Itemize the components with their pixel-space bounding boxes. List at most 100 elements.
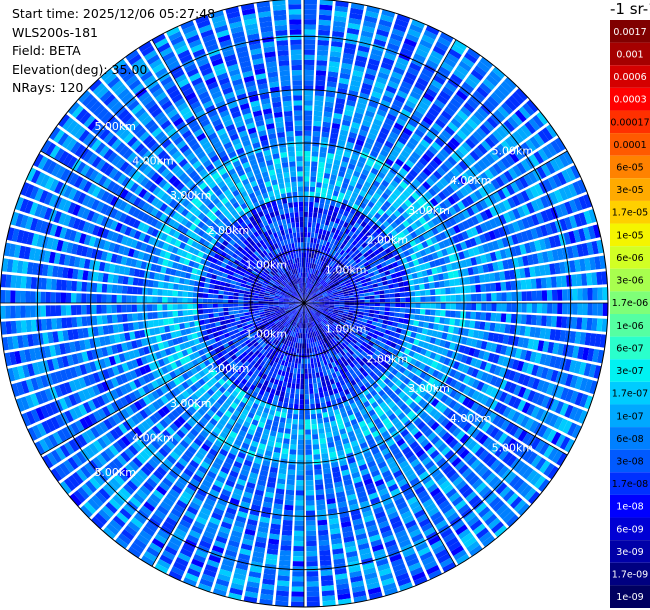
beta-cell <box>546 142 558 157</box>
beta-cell <box>187 482 198 492</box>
beta-cell <box>81 431 92 444</box>
beta-cell <box>333 558 346 565</box>
beta-cell <box>395 158 404 167</box>
beta-cell <box>389 553 403 563</box>
beta-cell <box>128 460 140 472</box>
beta-cell <box>296 348 300 354</box>
beta-cell <box>388 205 397 213</box>
beta-cell <box>343 479 353 486</box>
beta-cell <box>380 250 387 257</box>
beta-cell <box>190 367 198 375</box>
beta-cell <box>425 87 438 98</box>
beta-cell <box>304 80 314 86</box>
beta-cell <box>305 485 314 491</box>
beta-cell <box>310 166 318 172</box>
beta-cell <box>434 281 440 288</box>
beta-cell <box>369 95 381 104</box>
beta-cell <box>326 152 335 159</box>
beta-cell <box>362 270 369 276</box>
beta-cell <box>225 479 236 488</box>
beta-cell <box>542 427 553 441</box>
beta-cell <box>314 313 320 318</box>
beta-cell <box>268 354 274 361</box>
beta-cell <box>316 217 322 224</box>
beta-cell <box>368 397 376 405</box>
beta-cell <box>311 222 316 228</box>
beta-cell <box>236 375 244 382</box>
beta-cell <box>311 423 318 430</box>
beta-cell <box>288 356 293 363</box>
beta-cell <box>291 347 295 353</box>
beta-cell <box>309 303 315 305</box>
beta-cell <box>297 317 301 323</box>
beta-cell <box>325 431 333 438</box>
beta-cell <box>359 293 365 297</box>
beta-cell <box>218 406 227 414</box>
beta-cell <box>374 349 381 356</box>
beta-cell <box>320 448 328 455</box>
beta-cell <box>389 331 396 337</box>
beta-cell <box>314 304 320 306</box>
beta-cell <box>405 186 415 195</box>
beta-cell <box>342 52 355 60</box>
beta-cell <box>212 354 220 361</box>
beta-cell <box>255 344 262 350</box>
beta-cell <box>280 319 286 324</box>
beta-cell <box>347 335 354 341</box>
beta-cell <box>330 285 336 289</box>
beta-cell <box>249 336 255 342</box>
beta-cell <box>284 392 290 399</box>
beta-cell <box>407 454 418 464</box>
beta-cell <box>230 582 244 591</box>
beta-cell <box>581 242 589 256</box>
beta-cell <box>209 516 221 526</box>
beta-cell <box>546 382 555 396</box>
beta-cell <box>509 324 516 335</box>
beta-cell <box>329 333 335 339</box>
beta-cell <box>314 197 320 203</box>
beta-cell <box>503 212 512 224</box>
beta-cell <box>311 151 319 157</box>
beta-cell <box>576 273 583 287</box>
beta-cell <box>168 380 177 389</box>
beta-cell <box>448 216 457 226</box>
beta-cell <box>561 169 572 184</box>
beta-cell <box>304 206 309 212</box>
beta-cell <box>321 355 326 361</box>
beta-cell <box>313 383 318 389</box>
beta-cell <box>318 19 331 26</box>
beta-cell <box>312 279 316 285</box>
beta-cell <box>450 73 463 85</box>
beta-cell <box>426 329 433 336</box>
beta-cell <box>564 404 574 418</box>
beta-cell <box>294 305 300 308</box>
beta-cell <box>306 343 309 349</box>
beta-cell <box>356 320 362 325</box>
beta-cell <box>32 425 43 439</box>
beta-cell <box>304 307 307 313</box>
beta-cell <box>294 310 299 316</box>
beta-cell <box>375 558 389 567</box>
beta-cell <box>508 95 521 108</box>
beta-cell <box>578 228 586 242</box>
beta-cell <box>501 102 514 115</box>
beta-cell <box>334 272 340 278</box>
beta-cell <box>602 303 608 317</box>
beta-cell <box>411 383 419 392</box>
beta-cell <box>361 235 368 242</box>
beta-cell <box>329 221 335 228</box>
beta-cell <box>371 266 378 272</box>
beta-cell <box>370 539 383 548</box>
beta-cell <box>492 500 505 513</box>
beta-cell <box>500 313 507 323</box>
beta-cell <box>174 480 186 490</box>
beta-cell <box>329 394 336 401</box>
beta-cell <box>182 399 192 409</box>
beta-cell <box>547 465 559 480</box>
beta-cell <box>373 38 387 47</box>
beta-cell <box>386 217 394 225</box>
beta-cell <box>164 545 178 556</box>
beta-cell <box>304 0 318 5</box>
beta-cell <box>445 386 454 396</box>
beta-cell <box>333 320 340 325</box>
